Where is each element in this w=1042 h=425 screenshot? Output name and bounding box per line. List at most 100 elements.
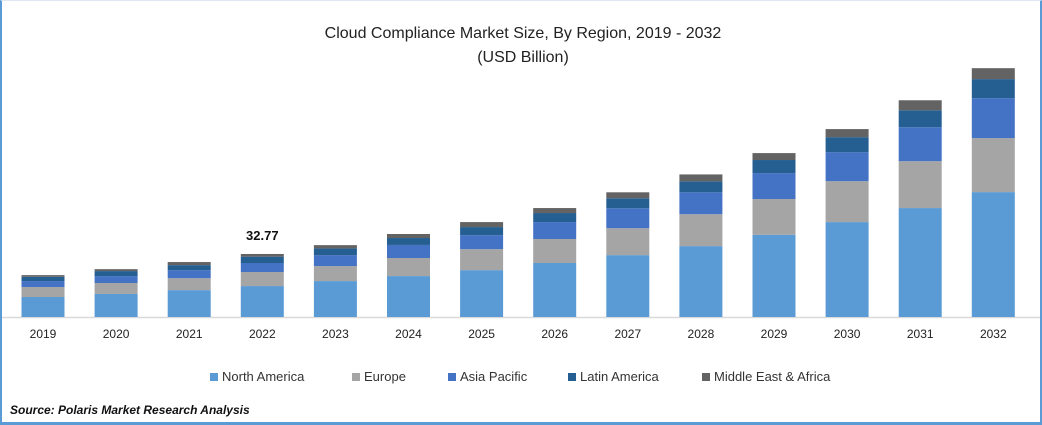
bar-segment-2029-europe — [752, 199, 796, 235]
bar-segment-2031-europe — [898, 161, 942, 209]
legend-item: Middle East & Africa — [702, 369, 830, 384]
x-tick-label: 2021 — [176, 327, 203, 341]
bar-segment-2032-middle-east-africa — [971, 68, 1015, 80]
bar-segment-2025-europe — [460, 249, 504, 271]
bar-segment-2026-latin-america — [533, 213, 577, 223]
bar-segment-2024-latin-america — [387, 238, 430, 245]
bar-segment-2020-middle-east-africa — [94, 269, 138, 272]
bar-segment-2031-asia-pacific — [898, 127, 942, 162]
bar-segment-2032-europe — [971, 138, 1015, 193]
x-tick-label: 2030 — [834, 327, 861, 341]
stacked-bar-chart: 2019 2020 2021 2022 32.77 2023 2024 2025 2026 202… — [2, 68, 1040, 341]
bar-segment-2029-asia-pacific — [752, 173, 796, 200]
bar-segment-2025-north-america — [460, 270, 504, 317]
legend-label: Middle East & Africa — [714, 369, 831, 384]
bar-segment-2030-latin-america — [825, 137, 869, 153]
bar-segment-2028-north-america — [679, 246, 723, 317]
bar-segment-2024-europe — [387, 258, 430, 277]
legend-swatch — [702, 372, 710, 381]
bar-segment-2024-north-america — [387, 276, 430, 317]
bar-segment-2027-middle-east-africa — [606, 192, 650, 199]
bar-segment-2027-asia-pacific — [606, 208, 650, 229]
bar-segment-2020-latin-america — [94, 271, 138, 277]
bar-segment-2024-asia-pacific — [387, 244, 430, 259]
legend-label: North America — [222, 369, 305, 384]
bar-segment-2022-middle-east-africa — [240, 253, 284, 257]
bar-segment-2021-north-america — [167, 290, 211, 317]
bar-segment-2029-north-america — [752, 234, 796, 317]
bar-segment-2032-latin-america — [971, 79, 1015, 99]
bar-segment-2022-latin-america — [240, 256, 284, 264]
chart-subtitle: (USD Billion) — [477, 49, 569, 66]
bar-segment-2027-latin-america — [606, 198, 650, 209]
bar-segment-2020-north-america — [94, 293, 138, 317]
bar-segment-2022-europe — [240, 272, 284, 287]
bar-segment-2024-middle-east-africa — [387, 233, 430, 239]
bar-segment-2030-asia-pacific — [825, 152, 869, 182]
bar-segment-2028-latin-america — [679, 181, 723, 193]
bar-segment-2029-middle-east-africa — [752, 153, 796, 161]
x-tick-label: 2023 — [322, 327, 349, 341]
bar-segment-2023-asia-pacific — [313, 255, 357, 267]
bar-segment-2030-north-america — [825, 222, 869, 317]
bar-segment-2027-north-america — [606, 255, 650, 317]
source-note: Source: Polaris Market Research Analysis — [10, 403, 250, 417]
x-tick-label: 2029 — [761, 327, 788, 341]
data-label: 32.77 — [246, 228, 279, 243]
legend-swatch — [448, 372, 456, 381]
x-tick-label: 2026 — [541, 327, 568, 341]
chart-title: Cloud Compliance Market Size, By Region,… — [324, 25, 722, 42]
legend-swatch — [352, 372, 360, 381]
bar-segment-2025-asia-pacific — [460, 235, 504, 250]
bar-segment-2030-middle-east-africa — [825, 129, 869, 138]
bar-segment-2021-latin-america — [167, 265, 211, 271]
x-tick-label: 2020 — [103, 327, 130, 341]
bar-segment-2029-latin-america — [752, 160, 796, 174]
x-tick-label: 2027 — [614, 327, 641, 341]
legend-label: Asia Pacific — [460, 369, 528, 384]
bar-segment-2019-latin-america — [21, 276, 65, 282]
bar-segment-2023-north-america — [313, 281, 357, 317]
bar-segment-2022-asia-pacific — [240, 263, 284, 273]
bar-segment-2022-north-america — [240, 286, 284, 317]
x-tick-label: 2019 — [30, 327, 57, 341]
bar-segment-2032-north-america — [971, 192, 1015, 317]
bar-segment-2030-europe — [825, 181, 869, 223]
bar-segment-2025-middle-east-africa — [460, 222, 504, 228]
x-tick-label: 2025 — [468, 327, 495, 341]
bar-segment-2023-middle-east-africa — [313, 245, 357, 249]
bar-segment-2028-europe — [679, 214, 723, 247]
legend-item: Europe — [352, 369, 406, 384]
bar-segment-2019-north-america — [21, 297, 65, 317]
bar-segment-2020-europe — [94, 282, 138, 294]
legend-item: Latin America — [568, 369, 659, 384]
bar-segment-2027-europe — [606, 228, 650, 256]
bar-segment-2021-middle-east-africa — [167, 262, 211, 266]
bar-segment-2025-latin-america — [460, 227, 504, 236]
bar-segment-2032-asia-pacific — [971, 98, 1015, 139]
bar-segment-2021-europe — [167, 278, 211, 291]
x-tick-label: 2024 — [395, 327, 422, 341]
bar-segment-2031-middle-east-africa — [898, 100, 942, 111]
legend-swatch — [210, 372, 218, 381]
bar-segment-2021-asia-pacific — [167, 270, 211, 279]
legend-swatch — [568, 372, 576, 381]
bar-segment-2031-north-america — [898, 208, 942, 317]
legend-label: Latin America — [580, 369, 659, 384]
bar-segment-2026-europe — [533, 238, 577, 264]
bar-segment-2019-europe — [21, 287, 65, 298]
bar-segment-2026-north-america — [533, 263, 577, 317]
bar-segment-2031-latin-america — [898, 110, 942, 128]
x-tick-label: 2022 — [249, 327, 276, 341]
x-tick-label: 2031 — [907, 327, 934, 341]
legend-item: North America — [210, 369, 304, 384]
bar-segment-2028-middle-east-africa — [679, 174, 723, 182]
x-tick-label: 2032 — [980, 327, 1007, 341]
x-tick-label: 2028 — [688, 327, 715, 341]
bar-segment-2028-asia-pacific — [679, 192, 723, 215]
bar-segment-2019-middle-east-africa — [21, 275, 65, 277]
bar-segment-2023-latin-america — [313, 248, 357, 256]
bar-segment-2026-middle-east-africa — [533, 208, 577, 214]
bar-segment-2026-asia-pacific — [533, 222, 577, 239]
